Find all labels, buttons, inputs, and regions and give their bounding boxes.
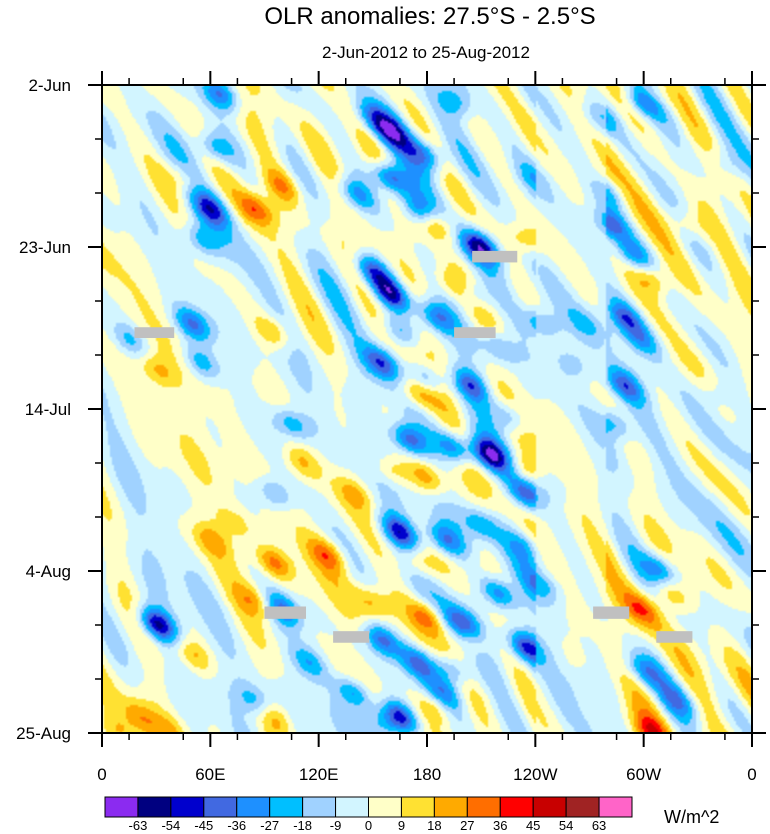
colorbar-swatch [565, 796, 600, 818]
x-tick-label: 60E [195, 765, 225, 784]
colorbar-level-label: -63 [129, 818, 148, 833]
missing-data-box [472, 250, 518, 263]
x-tick-label: 0 [97, 765, 106, 784]
colorbar-swatch [433, 796, 468, 818]
colorbar-units: W/m^2 [664, 807, 719, 827]
colorbar-swatch [203, 796, 238, 818]
colorbar-level-label: 63 [592, 818, 606, 833]
colorbar-level-label: 18 [427, 818, 441, 833]
missing-data-box [593, 606, 630, 619]
y-axis: 2-Jun 23-Jun 14-Jul 4-Aug 25-Aug [16, 76, 71, 743]
y-tick-label: 23-Jun [19, 238, 71, 257]
x-tick-label: 0 [747, 765, 756, 784]
colorbar-level-label: -45 [194, 818, 213, 833]
y-tick-label: 4-Aug [26, 562, 71, 581]
missing-data-box [454, 327, 496, 339]
colorbar-level-label: -36 [227, 818, 246, 833]
colorbar-swatch [532, 796, 567, 818]
colorbar-swatch [499, 796, 534, 818]
axis-ticks [88, 71, 766, 747]
colorbar-level-label: 54 [559, 818, 573, 833]
x-tick-label: 60W [626, 765, 661, 784]
x-axis: 0 60E 120E 180 120W 60W 0 [97, 765, 756, 784]
x-tick-label: 120E [299, 765, 339, 784]
colorbar-swatch [104, 796, 139, 818]
missing-data-box [134, 327, 175, 339]
colorbar-level-label: 27 [460, 818, 474, 833]
colorbar-swatch [335, 796, 369, 818]
colorbar-swatch [170, 796, 205, 818]
colorbar-level-label: -9 [330, 818, 342, 833]
colorbar-swatch [236, 796, 271, 818]
heatmap-field [102, 85, 752, 733]
colorbar-swatch [466, 796, 501, 818]
colorbar-level-label: -54 [161, 818, 180, 833]
colorbar-level-label: 45 [526, 818, 540, 833]
colorbar-level-label: 0 [365, 818, 372, 833]
y-tick-label: 25-Aug [16, 724, 71, 743]
x-tick-label: 180 [413, 765, 441, 784]
colorbar-level-label: -18 [293, 818, 312, 833]
x-tick-label: 120W [513, 765, 557, 784]
colorbar-level-label: -27 [260, 818, 279, 833]
colorbar-swatch [302, 796, 337, 818]
colorbar-level-label: 9 [398, 818, 405, 833]
colorbar: -63 -54 -45 -36 -27 -18 -9 0 9 18 27 36 45 54 63 [104, 796, 633, 833]
missing-data-layer [134, 250, 693, 643]
chart-title: OLR anomalies: 27.5°S - 2.5°S [264, 3, 595, 30]
colorbar-level-label: 36 [493, 818, 507, 833]
chart-subtitle: 2-Jun-2012 to 25-Aug-2012 [322, 43, 530, 62]
plot-area [101, 84, 753, 734]
missing-data-box [264, 606, 307, 619]
colorbar-swatch [269, 796, 304, 818]
y-tick-label: 2-Jun [28, 76, 71, 95]
y-tick-label: 14-Jul [25, 400, 71, 419]
colorbar-swatch [137, 796, 172, 818]
colorbar-swatch [368, 796, 402, 818]
colorbar-swatch [598, 796, 633, 818]
missing-data-box [333, 631, 370, 643]
colorbar-swatch [400, 796, 435, 818]
missing-data-box [656, 631, 693, 643]
